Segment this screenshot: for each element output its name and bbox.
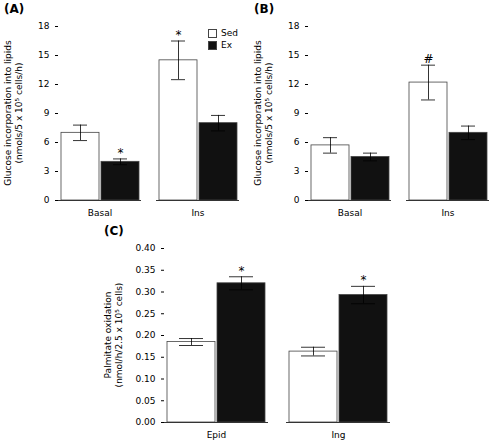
svg-text:3: 3	[44, 166, 50, 176]
svg-text:0.10: 0.10	[135, 374, 155, 384]
svg-text:0.40: 0.40	[135, 243, 155, 253]
svg-text:6: 6	[294, 137, 300, 147]
svg-text:18: 18	[38, 21, 50, 31]
svg-text:*: *	[118, 146, 124, 160]
html-text:(C): (C)	[104, 224, 124, 238]
svg-text:3: 3	[294, 166, 300, 176]
html-text:Palmitate oxidation (nmol/h/2.: Palmitate oxidation (nmol/h/2.5 x 10⁵ ce…	[103, 282, 124, 388]
svg-text:0.30: 0.30	[135, 287, 155, 297]
svg-text:6: 6	[44, 137, 50, 147]
svg-text:*: *	[176, 28, 182, 42]
svg-text:12: 12	[38, 79, 49, 89]
svg-text:0.20: 0.20	[135, 330, 155, 340]
svg-text:Ins: Ins	[191, 208, 204, 218]
svg-text:0: 0	[294, 195, 300, 205]
html-text:Sed: Sed	[221, 28, 238, 38]
svg-text:0.35: 0.35	[135, 265, 155, 275]
svg-text:15: 15	[288, 50, 299, 60]
html-text:Glucose incorporation into lip: Glucose incorporation into lipids (nmols…	[3, 40, 24, 186]
svg-text:Epid: Epid	[207, 430, 227, 440]
svg-text:#: #	[423, 52, 433, 66]
svg-text:12: 12	[288, 79, 299, 89]
svg-text:0: 0	[44, 195, 50, 205]
svg-text:9: 9	[294, 108, 300, 118]
svg-text:*: *	[361, 273, 367, 287]
svg-text:15: 15	[38, 50, 49, 60]
svg-text:0.05: 0.05	[135, 396, 155, 406]
svg-text:18: 18	[288, 21, 300, 31]
svg-text:0.15: 0.15	[135, 352, 155, 362]
svg-text:0.00: 0.00	[135, 417, 155, 427]
svg-text:Ins: Ins	[441, 208, 454, 218]
html-text:Ex: Ex	[221, 40, 232, 50]
svg-text:Basal: Basal	[338, 208, 362, 218]
svg-text:Basal: Basal	[88, 208, 112, 218]
html-text:(B): (B)	[254, 2, 275, 16]
svg-text:0.25: 0.25	[135, 309, 155, 319]
svg-text:9: 9	[44, 108, 50, 118]
html-text:(A): (A)	[4, 2, 25, 16]
svg-text:Ing: Ing	[331, 430, 345, 440]
svg-text:*: *	[239, 264, 245, 278]
html-text:Glucose incorporation into lip: Glucose incorporation into lipids (nmols…	[253, 40, 274, 186]
